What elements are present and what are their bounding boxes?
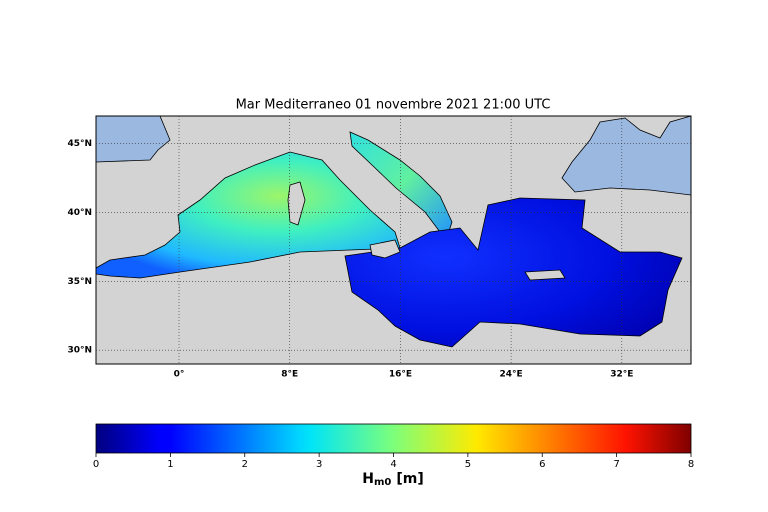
lon-tick-label: 24°E [500, 370, 523, 380]
colorbar-tick-label: 6 [539, 459, 545, 470]
map-frame [95, 115, 692, 365]
label-main: H [362, 471, 374, 487]
colorbar [95, 423, 692, 454]
colorbar-tick-label: 8 [688, 459, 694, 470]
colorbar-tick-label: 7 [613, 459, 619, 470]
lon-tick-label: 16°E [389, 370, 412, 380]
atlantic [96, 116, 171, 163]
black-sea [561, 116, 691, 196]
sicily [369, 239, 401, 259]
lon-tick-label: 32°E [610, 370, 633, 380]
lat-tick-label: 45°N [67, 139, 92, 149]
map-title: Mar Mediterraneo 01 novembre 2021 21:00 … [236, 98, 551, 113]
map [96, 116, 691, 364]
label-unit: [m] [396, 471, 423, 487]
colorbar-tick-label: 2 [242, 459, 248, 470]
colorbar-tick-label: 1 [167, 459, 173, 470]
western-sea [96, 151, 401, 279]
crete [524, 269, 566, 281]
colorbar-tick-label: 3 [316, 459, 322, 470]
lat-tick-label: 40°N [67, 208, 92, 218]
colorbar-tick-label: 0 [93, 459, 99, 470]
lat-tick-label: 30°N [67, 346, 92, 356]
lat-tick-label: 35°N [67, 277, 92, 287]
lon-tick-label: 8°E [281, 370, 298, 380]
lon-tick-label: 0° [174, 370, 185, 380]
label-subscript: m0 [374, 477, 391, 488]
sardinia [287, 181, 306, 226]
colorbar-tick-label: 5 [465, 459, 471, 470]
colorbar-tick-label: 4 [390, 459, 396, 470]
colorbar-label: Hm0 [m] [362, 471, 424, 488]
